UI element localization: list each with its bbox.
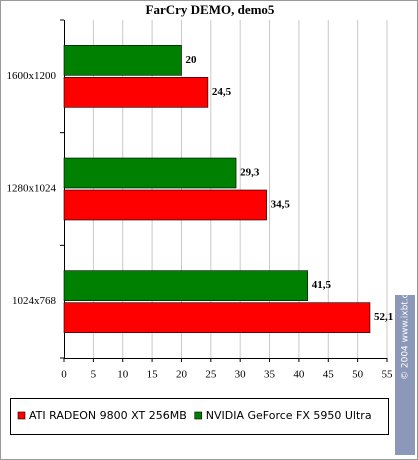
- x-tick-label: 5: [91, 369, 97, 381]
- bar: [63, 157, 237, 189]
- x-tick-label: 10: [117, 369, 129, 381]
- x-tick-label: 40: [293, 369, 305, 381]
- legend-swatch: [194, 411, 203, 420]
- x-tick-label: 20: [176, 369, 188, 381]
- x-tick-label: 50: [352, 369, 364, 381]
- bar: [63, 302, 371, 333]
- y-tick-label: 1280x1024: [7, 183, 57, 195]
- value-label: 34,5: [271, 199, 291, 211]
- value-label: 52,1: [374, 311, 393, 323]
- legend-label: ATI RADEON 9800 XT 256MB: [29, 409, 187, 422]
- x-tick-label: 35: [264, 369, 276, 381]
- bar: [63, 270, 309, 301]
- watermark-band: [395, 295, 415, 455]
- y-tick-label: 1024x768: [12, 295, 57, 307]
- x-tick-label: 0: [61, 369, 67, 381]
- legend-label: NVIDIA GeForce FX 5950 Ultra: [206, 409, 372, 422]
- bar: [63, 77, 209, 108]
- bar: [63, 45, 182, 76]
- y-tick-label: 1600x1200: [7, 70, 57, 82]
- x-tick-label: 25: [205, 369, 217, 381]
- value-label: 41,5: [312, 279, 332, 291]
- value-label: 24,5: [212, 86, 232, 98]
- watermark: © 2004 www.ixbt.com / www.digit-life.com: [401, 187, 411, 380]
- x-tick-label: 55: [382, 369, 394, 381]
- legend: ATI RADEON 9800 XT 256MB NVIDIA GeForce F…: [17, 409, 372, 422]
- legend-swatch: [17, 411, 26, 420]
- value-label: 29,3: [240, 167, 260, 179]
- chart-title: FarCry DEMO, demo5: [146, 2, 275, 17]
- value-label: 20: [185, 54, 197, 66]
- x-tick-label: 30: [235, 369, 247, 381]
- x-tick-label: 45: [323, 369, 335, 381]
- bar: [63, 189, 267, 221]
- x-tick-label: 15: [147, 369, 159, 381]
